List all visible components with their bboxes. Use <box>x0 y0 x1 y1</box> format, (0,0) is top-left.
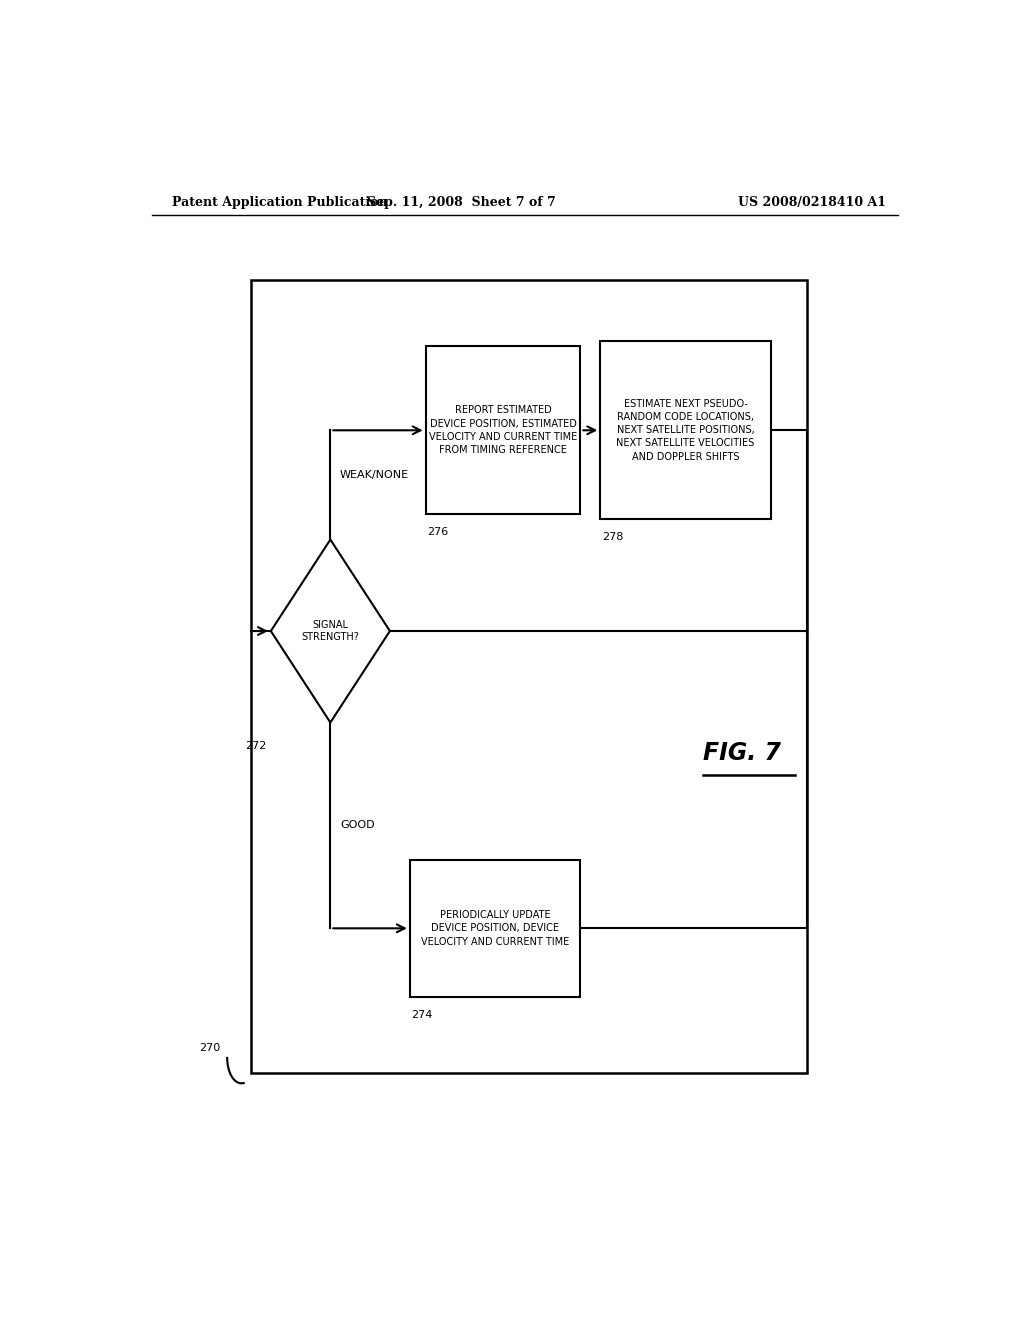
Text: US 2008/0218410 A1: US 2008/0218410 A1 <box>738 195 886 209</box>
Text: 274: 274 <box>412 1010 433 1020</box>
Bar <box>251 280 807 1073</box>
Text: 278: 278 <box>602 532 624 543</box>
Text: FIG. 7: FIG. 7 <box>703 741 781 766</box>
Bar <box>410 859 581 997</box>
Bar <box>426 346 581 515</box>
Text: GOOD: GOOD <box>340 821 375 830</box>
Polygon shape <box>270 540 390 722</box>
Bar <box>600 342 771 519</box>
Text: 272: 272 <box>246 741 267 751</box>
Text: SIGNAL
STRENGTH?: SIGNAL STRENGTH? <box>301 620 359 643</box>
Text: WEAK/NONE: WEAK/NONE <box>340 470 409 479</box>
Text: PERIODICALLY UPDATE
DEVICE POSITION, DEVICE
VELOCITY AND CURRENT TIME: PERIODICALLY UPDATE DEVICE POSITION, DEV… <box>421 909 569 946</box>
Text: 276: 276 <box>427 528 449 537</box>
Text: 270: 270 <box>200 1043 221 1053</box>
Text: ESTIMATE NEXT PSEUDO-
RANDOM CODE LOCATIONS,
NEXT SATELLITE POSITIONS,
NEXT SATE: ESTIMATE NEXT PSEUDO- RANDOM CODE LOCATI… <box>616 399 755 462</box>
Text: REPORT ESTIMATED
DEVICE POSITION, ESTIMATED
VELOCITY AND CURRENT TIME
FROM TIMIN: REPORT ESTIMATED DEVICE POSITION, ESTIMA… <box>429 405 578 455</box>
Text: Sep. 11, 2008  Sheet 7 of 7: Sep. 11, 2008 Sheet 7 of 7 <box>367 195 556 209</box>
Text: Patent Application Publication: Patent Application Publication <box>172 195 387 209</box>
